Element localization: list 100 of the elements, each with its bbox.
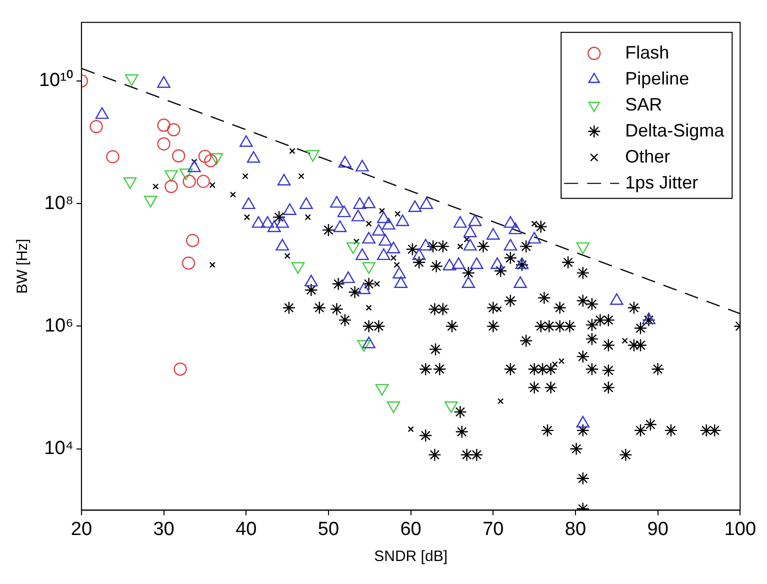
x-tick-label: 20 — [70, 518, 92, 540]
point — [376, 211, 390, 224]
x-tick-label: 30 — [153, 518, 174, 540]
x-tick-label: 100 — [724, 518, 756, 540]
point — [357, 282, 371, 294]
point — [376, 248, 390, 260]
point — [514, 276, 527, 288]
point — [464, 236, 470, 243]
legend-label: 1ps Jitter — [625, 172, 698, 192]
x-tick-label: 40 — [236, 518, 257, 540]
point — [95, 107, 109, 119]
point — [362, 232, 376, 244]
point — [252, 216, 266, 228]
point — [463, 226, 477, 238]
x-axis-title: SNDR [dB] — [374, 548, 448, 566]
legend-label: Pipeline — [625, 68, 690, 88]
point — [382, 218, 396, 230]
point — [366, 220, 372, 227]
point — [204, 154, 218, 168]
point — [276, 238, 290, 251]
point — [622, 338, 628, 344]
point — [242, 197, 256, 210]
point — [504, 216, 518, 228]
legend-label: SAR — [625, 94, 662, 114]
point — [157, 118, 170, 132]
x-tick-label: 60 — [400, 518, 422, 540]
legend-label: Other — [625, 146, 670, 166]
point — [392, 266, 406, 278]
point — [642, 312, 656, 324]
point — [90, 120, 103, 134]
y-tick-label: 10⁴ — [44, 438, 74, 460]
point — [442, 258, 456, 270]
point — [610, 293, 624, 305]
point — [267, 220, 281, 232]
point — [420, 197, 434, 210]
point — [528, 232, 541, 244]
point — [333, 220, 347, 232]
point — [351, 210, 365, 222]
point — [386, 242, 400, 254]
point — [486, 228, 500, 240]
point — [353, 197, 366, 210]
point — [338, 156, 352, 168]
point — [300, 197, 313, 210]
point — [342, 271, 355, 284]
point — [106, 150, 120, 164]
point — [496, 306, 502, 312]
point — [470, 257, 484, 269]
point — [246, 151, 260, 163]
point — [362, 336, 376, 348]
y-tick-label: 10¹⁰ — [38, 69, 74, 92]
x-tick-label: 70 — [482, 518, 504, 540]
point — [276, 216, 290, 228]
point — [394, 276, 408, 288]
point — [356, 248, 369, 260]
point — [504, 238, 518, 251]
point — [366, 304, 372, 311]
point — [552, 361, 558, 368]
point — [182, 174, 196, 188]
point — [378, 234, 392, 246]
point — [186, 234, 200, 248]
point — [239, 135, 253, 147]
y-tick-label: 10⁶ — [44, 315, 74, 336]
point — [337, 205, 351, 218]
point — [508, 222, 522, 234]
point — [298, 173, 304, 180]
point — [182, 256, 196, 270]
point — [289, 148, 296, 154]
point — [454, 216, 467, 228]
point — [198, 150, 212, 163]
point — [330, 196, 344, 208]
point — [515, 257, 529, 269]
point — [468, 214, 482, 226]
point — [408, 200, 422, 212]
point — [188, 160, 201, 172]
point — [277, 174, 291, 186]
point — [374, 280, 380, 287]
point — [157, 76, 170, 88]
legend-label: Delta-Sigma — [625, 120, 726, 140]
x-tick-label: 80 — [564, 518, 586, 540]
y-axis-title: BW [Hz] — [14, 238, 32, 294]
point — [372, 224, 386, 236]
point — [164, 180, 178, 194]
x-tick-label: 90 — [647, 518, 668, 540]
point — [412, 248, 426, 260]
point — [242, 173, 248, 180]
point — [576, 416, 590, 428]
point — [230, 192, 236, 198]
point — [284, 252, 290, 260]
point — [304, 214, 311, 220]
point — [463, 238, 477, 251]
point — [174, 362, 187, 376]
point — [390, 254, 397, 261]
point — [167, 123, 180, 136]
point — [396, 214, 410, 226]
point — [356, 160, 369, 172]
point — [353, 238, 360, 245]
point — [172, 149, 186, 162]
point — [191, 158, 198, 165]
point — [209, 262, 216, 268]
y-tick-label: 10⁸ — [44, 192, 74, 214]
